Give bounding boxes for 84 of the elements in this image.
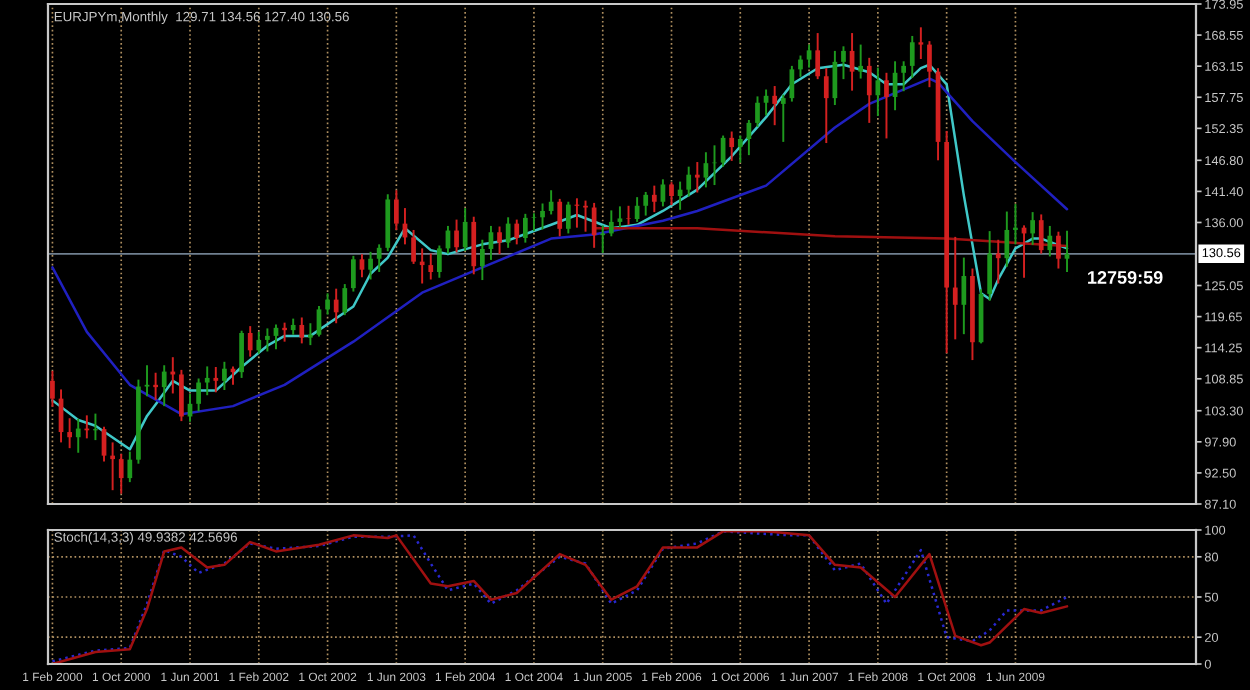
candlestick <box>626 204 631 226</box>
candlestick <box>798 54 803 78</box>
candlestick <box>213 366 219 394</box>
candlestick <box>419 247 425 285</box>
candlestick <box>531 212 537 233</box>
candlestick <box>144 364 150 398</box>
candlestick <box>299 316 305 345</box>
candlestick <box>196 377 201 413</box>
candlestick <box>729 130 735 162</box>
candlestick <box>333 287 339 325</box>
candlestick <box>815 32 821 81</box>
candlestick <box>351 254 356 293</box>
candlestick <box>265 327 270 353</box>
candlestick <box>454 218 459 254</box>
candlestick <box>1038 213 1044 255</box>
candlestick <box>557 197 563 238</box>
candlestick <box>961 256 967 336</box>
candlestick <box>608 209 614 238</box>
candlestick <box>179 368 184 423</box>
candlestick <box>1013 203 1018 246</box>
candlestick <box>522 212 528 244</box>
candlestick <box>617 205 623 229</box>
candlestick <box>161 364 167 408</box>
candlestick <box>411 228 416 265</box>
candlestick <box>987 230 993 302</box>
candlestick <box>282 321 287 343</box>
candlestick <box>359 253 365 279</box>
candlestick <box>1056 230 1061 270</box>
candlestick <box>918 26 924 60</box>
candlestick <box>755 95 760 128</box>
candlestick <box>376 243 382 273</box>
candlestick <box>995 238 1001 285</box>
candlestick <box>806 43 812 69</box>
candlestick <box>583 199 588 233</box>
candlestick <box>540 202 545 231</box>
candlestick <box>239 329 244 379</box>
candlestick <box>50 370 55 408</box>
candlestick <box>462 207 468 252</box>
candlestick <box>643 191 649 217</box>
candlestick <box>110 441 115 492</box>
candlestick <box>1030 211 1035 246</box>
candlestick <box>505 216 511 249</box>
candlestick <box>565 200 571 235</box>
candlestick <box>75 417 81 454</box>
candlestick <box>1047 224 1053 258</box>
candlestick <box>1004 210 1010 268</box>
candlestick <box>204 365 210 397</box>
candlestick <box>841 45 846 81</box>
candlestick <box>479 238 485 282</box>
candlestick <box>428 252 434 281</box>
candlestick <box>884 71 889 140</box>
candlestick <box>772 85 778 127</box>
candlestick <box>436 244 442 279</box>
candlestick <box>780 93 786 143</box>
candlestick <box>368 250 373 281</box>
candlestick <box>118 452 124 495</box>
candlestick <box>394 189 399 231</box>
candlestick <box>600 224 606 254</box>
candlestick <box>308 322 313 347</box>
candlestick <box>471 215 477 276</box>
candlestick <box>952 235 958 341</box>
candlestick <box>93 412 98 442</box>
candlestick <box>247 325 253 358</box>
candlestick <box>222 360 227 391</box>
candlestick <box>823 67 829 144</box>
candlestick <box>651 184 657 214</box>
candlestick <box>866 56 872 124</box>
candlestick <box>909 34 915 79</box>
candlestick <box>67 417 72 450</box>
candlestick <box>686 165 692 198</box>
candlestick <box>325 292 330 316</box>
candlestick <box>927 40 932 89</box>
candlestick <box>497 225 502 256</box>
candlestick <box>256 330 262 355</box>
candlestick <box>514 218 520 246</box>
candlestick <box>127 450 133 484</box>
candlestick <box>669 181 674 207</box>
candlestick <box>694 161 700 194</box>
candlestick <box>737 134 743 164</box>
candlestick <box>342 283 348 317</box>
annotation: 12759:59 <box>1088 271 1163 284</box>
candlestick <box>153 371 158 401</box>
candlestick <box>901 60 907 93</box>
candlestick <box>858 43 864 80</box>
